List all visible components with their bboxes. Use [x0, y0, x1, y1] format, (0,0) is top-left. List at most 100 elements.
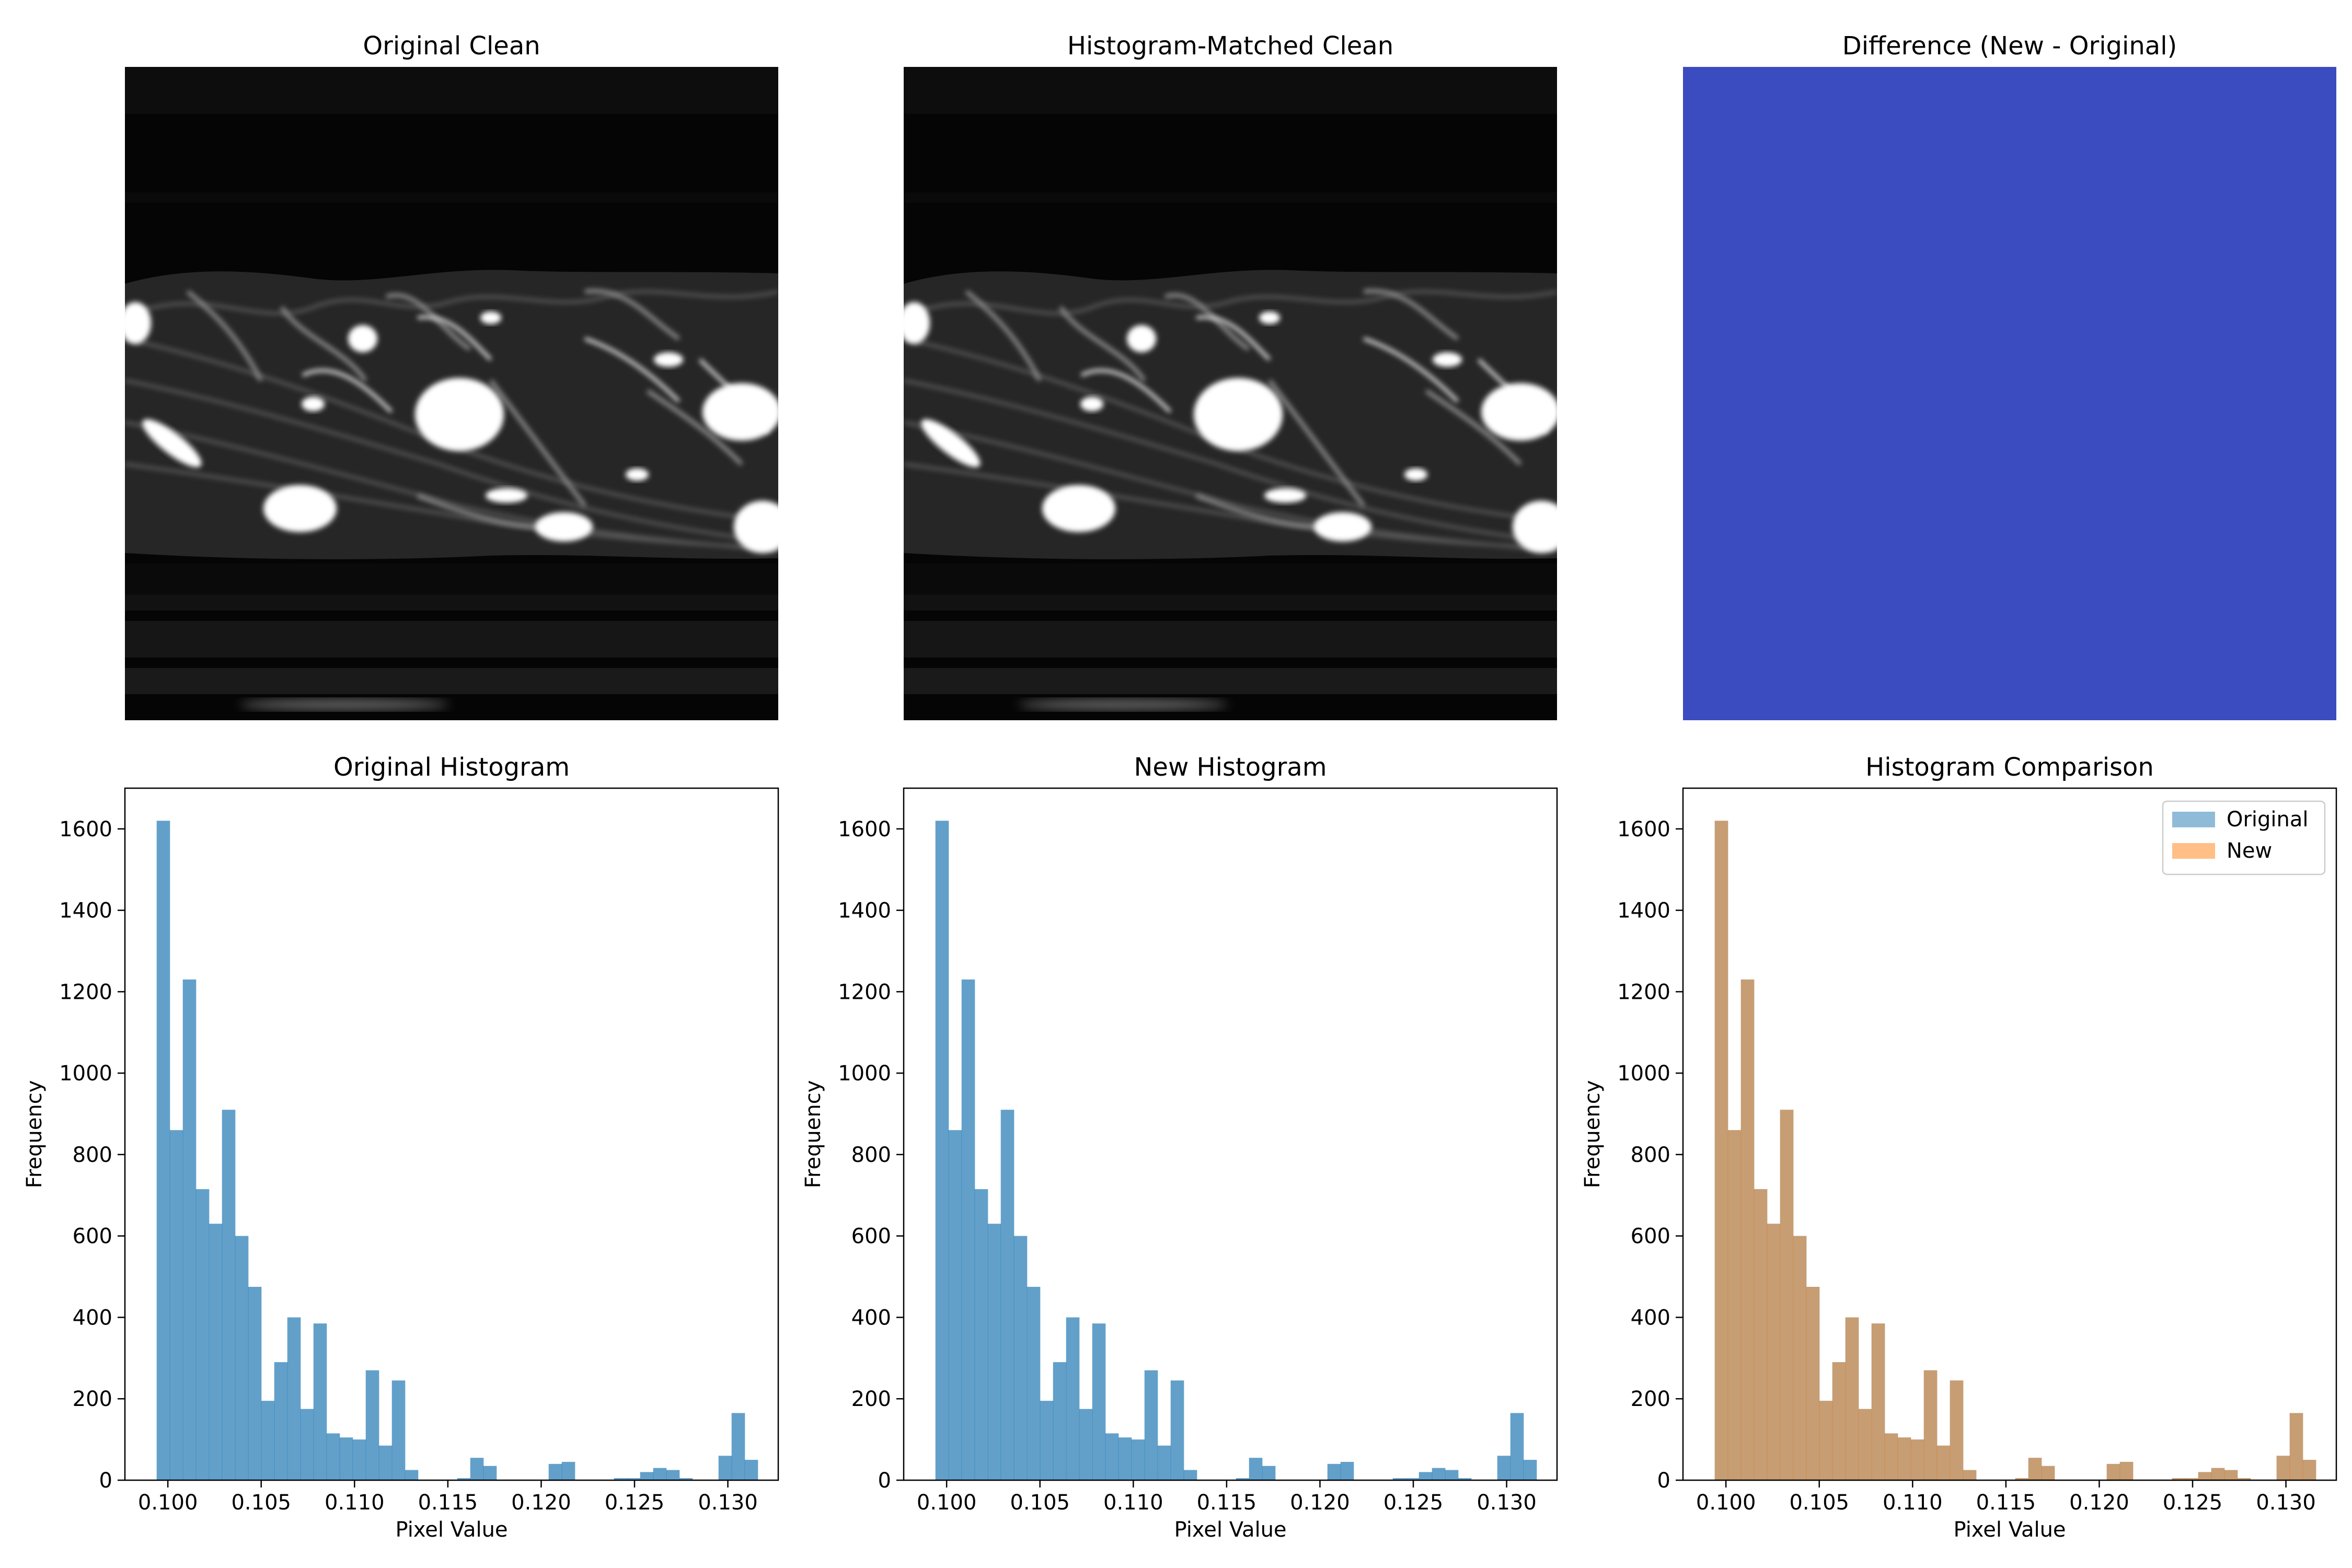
histogram-bar	[1950, 1380, 1964, 1480]
y-tick-label: 800	[851, 1143, 891, 1167]
y-tick-label: 600	[851, 1225, 891, 1249]
x-tick-label: 0.115	[1197, 1491, 1257, 1515]
histogram-bar	[2041, 1466, 2055, 1480]
x-tick-label: 0.120	[2069, 1491, 2129, 1515]
histogram-bar	[1236, 1478, 1250, 1480]
histogram-bar	[1066, 1317, 1080, 1480]
histogram-bar	[248, 1287, 262, 1480]
plot-frame	[903, 787, 1558, 1481]
x-tick-label: 0.105	[231, 1491, 291, 1515]
y-axis-label: Frequency	[1581, 1080, 1605, 1189]
histogram-bar	[1740, 979, 1755, 1480]
histogram-bar	[718, 1456, 732, 1480]
y-tick-label: 1000	[1617, 1062, 1670, 1086]
x-tick-label: 0.130	[2256, 1491, 2316, 1515]
histogram-bar	[1392, 1478, 1406, 1480]
y-tick-label: 1200	[838, 980, 891, 1004]
histogram-bar	[1754, 1189, 1768, 1480]
histogram-bar	[378, 1445, 393, 1480]
y-tick-label: 1600	[1617, 817, 1670, 841]
chart-title: Histogram Comparison	[1865, 753, 2154, 782]
y-tick-label: 0	[878, 1469, 891, 1493]
y-tick-label: 1000	[838, 1062, 891, 1086]
histogram-bar	[2119, 1461, 2134, 1480]
x-tick-label: 0.125	[2163, 1491, 2223, 1515]
y-tick-label: 600	[73, 1225, 112, 1249]
y-axis-label: Frequency	[801, 1080, 825, 1189]
histogram-bar	[974, 1189, 988, 1480]
original-clean-image	[120, 67, 791, 720]
y-tick-label: 1000	[59, 1062, 112, 1086]
y-tick-label: 1200	[59, 980, 112, 1004]
histogram-bar	[169, 1130, 183, 1480]
original-histogram-chart: Original Histogram 0.100 0.105 0.110 0.115 0.…	[22, 753, 779, 1542]
histogram-bar	[313, 1323, 327, 1480]
histogram-bar	[1897, 1437, 1911, 1480]
y-tick-label: 1400	[59, 899, 112, 923]
histogram-bar	[470, 1458, 484, 1480]
image-title-original: Original Clean	[363, 31, 540, 61]
y-tick-label: 1400	[1617, 899, 1670, 923]
image-title-difference: Difference (New - Original)	[1842, 31, 2177, 61]
histogram-bar	[731, 1413, 745, 1480]
y-tick-label: 600	[1631, 1225, 1670, 1249]
histogram-bar	[1249, 1458, 1263, 1480]
histogram-bar	[1845, 1317, 1859, 1480]
histogram-bar	[1131, 1439, 1145, 1480]
histogram-bar	[1780, 1110, 1794, 1480]
image-title-matched: Histogram-Matched Clean	[1067, 31, 1393, 61]
y-axis-label: Frequency	[22, 1080, 47, 1189]
y-tick-label: 0	[1657, 1469, 1670, 1493]
x-tick-label: 0.105	[1789, 1491, 1849, 1515]
histogram-bar	[961, 979, 975, 1480]
y-tick-label: 800	[1631, 1143, 1670, 1167]
legend-swatch	[2172, 843, 2215, 859]
histogram-bar	[2211, 1468, 2225, 1480]
histogram-bar	[2172, 1478, 2186, 1480]
histogram-bar	[1884, 1433, 1898, 1480]
legend-label: New	[2227, 839, 2272, 863]
image-panel-difference: Difference (New - Original)	[1683, 31, 2336, 720]
histogram-bar	[561, 1461, 575, 1480]
legend-swatch	[2172, 812, 2215, 827]
histogram-bar	[1053, 1362, 1067, 1480]
x-tick-label: 0.100	[138, 1491, 198, 1515]
y-tick-label: 200	[1631, 1387, 1670, 1411]
x-tick-label: 0.105	[1010, 1491, 1070, 1515]
histogram-bar	[235, 1236, 249, 1480]
histogram-bar	[744, 1460, 758, 1480]
histogram-bar	[2289, 1413, 2303, 1480]
histogram-bar	[195, 1189, 210, 1480]
histogram-bar	[182, 979, 197, 1480]
matched-clean-image	[898, 67, 1570, 720]
histogram-bar	[2224, 1470, 2238, 1480]
histogram-bar	[287, 1317, 301, 1480]
histogram-bar	[2237, 1478, 2251, 1480]
chart-title: Original Histogram	[333, 753, 570, 782]
histogram-bar	[2015, 1478, 2029, 1480]
image-panel-original: Original Clean	[120, 31, 791, 720]
x-tick-label: 0.130	[698, 1491, 758, 1515]
y-tick-label: 800	[73, 1143, 112, 1167]
x-tick-label: 0.100	[917, 1491, 977, 1515]
histogram-bar	[483, 1466, 497, 1480]
y-tick-label: 200	[73, 1387, 112, 1411]
y-tick-label: 400	[73, 1306, 112, 1330]
histogram-bar	[1079, 1409, 1093, 1480]
histogram-bar	[1013, 1236, 1028, 1480]
histogram-bar	[326, 1433, 340, 1480]
histogram-bar	[405, 1470, 419, 1480]
x-tick-label: 0.110	[325, 1491, 385, 1515]
x-tick-label: 0.120	[1290, 1491, 1350, 1515]
histogram-bar	[156, 821, 170, 1480]
histogram-bar	[948, 1130, 962, 1480]
x-tick-label: 0.125	[605, 1491, 665, 1515]
histogram-bar	[1405, 1478, 1420, 1480]
histogram-bar	[1458, 1478, 1472, 1480]
histogram-bar	[209, 1224, 223, 1480]
x-tick-label: 0.100	[1696, 1491, 1756, 1515]
histogram-bar	[653, 1468, 667, 1480]
histogram-bar	[274, 1362, 288, 1480]
histogram-bar	[2028, 1458, 2042, 1480]
